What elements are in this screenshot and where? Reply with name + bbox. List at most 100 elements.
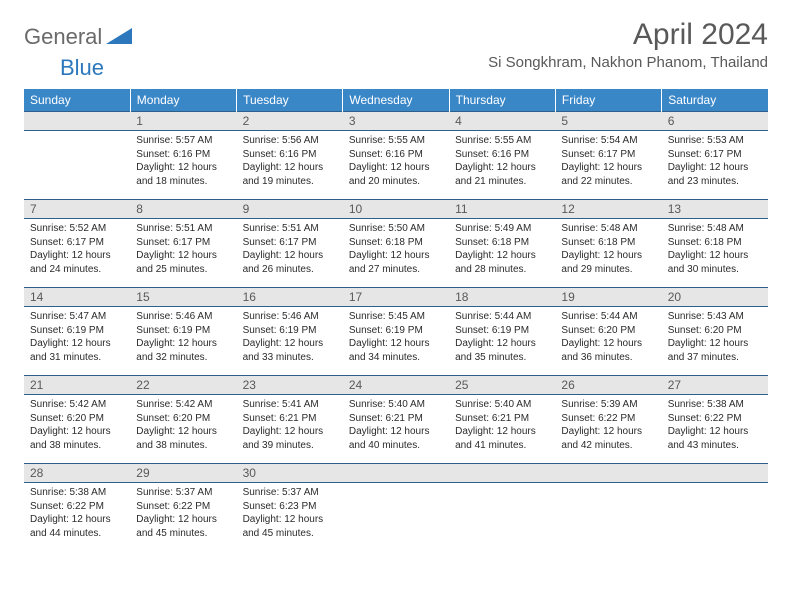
day-number: 23: [237, 376, 343, 395]
day-cell: 21Sunrise: 5:42 AMSunset: 6:20 PMDayligh…: [24, 376, 130, 464]
day-details: Sunrise: 5:38 AMSunset: 6:22 PMDaylight:…: [24, 483, 130, 552]
calendar-head: SundayMondayTuesdayWednesdayThursdayFrid…: [24, 89, 768, 112]
day-cell: 17Sunrise: 5:45 AMSunset: 6:19 PMDayligh…: [343, 288, 449, 376]
day-details: Sunrise: 5:48 AMSunset: 6:18 PMDaylight:…: [662, 219, 768, 287]
day-cell: 5Sunrise: 5:54 AMSunset: 6:17 PMDaylight…: [555, 112, 661, 200]
day-cell: 8Sunrise: 5:51 AMSunset: 6:17 PMDaylight…: [130, 200, 236, 288]
calendar-table: SundayMondayTuesdayWednesdayThursdayFrid…: [24, 89, 768, 552]
day-number: 10: [343, 200, 449, 219]
day-number: 21: [24, 376, 130, 395]
day-number: 3: [343, 112, 449, 131]
day-cell: 11Sunrise: 5:49 AMSunset: 6:18 PMDayligh…: [449, 200, 555, 288]
day-details: Sunrise: 5:47 AMSunset: 6:19 PMDaylight:…: [24, 307, 130, 375]
day-details: Sunrise: 5:55 AMSunset: 6:16 PMDaylight:…: [449, 131, 555, 199]
week-row: 28Sunrise: 5:38 AMSunset: 6:22 PMDayligh…: [24, 464, 768, 552]
day-cell: [343, 464, 449, 552]
day-cell: 1Sunrise: 5:57 AMSunset: 6:16 PMDaylight…: [130, 112, 236, 200]
day-details: Sunrise: 5:53 AMSunset: 6:17 PMDaylight:…: [662, 131, 768, 199]
day-number: 15: [130, 288, 236, 307]
weekday-header: Thursday: [449, 89, 555, 112]
day-cell: 9Sunrise: 5:51 AMSunset: 6:17 PMDaylight…: [237, 200, 343, 288]
day-details: Sunrise: 5:42 AMSunset: 6:20 PMDaylight:…: [24, 395, 130, 463]
day-details: Sunrise: 5:50 AMSunset: 6:18 PMDaylight:…: [343, 219, 449, 287]
day-cell: 12Sunrise: 5:48 AMSunset: 6:18 PMDayligh…: [555, 200, 661, 288]
day-number-empty: [343, 464, 449, 483]
month-title: April 2024: [488, 18, 768, 52]
day-details: Sunrise: 5:49 AMSunset: 6:18 PMDaylight:…: [449, 219, 555, 287]
day-number: 12: [555, 200, 661, 219]
day-number-empty: [555, 464, 661, 483]
week-row: 7Sunrise: 5:52 AMSunset: 6:17 PMDaylight…: [24, 200, 768, 288]
day-number: 4: [449, 112, 555, 131]
day-cell: 18Sunrise: 5:44 AMSunset: 6:19 PMDayligh…: [449, 288, 555, 376]
week-row: 1Sunrise: 5:57 AMSunset: 6:16 PMDaylight…: [24, 112, 768, 200]
day-number: 29: [130, 464, 236, 483]
day-number: 6: [662, 112, 768, 131]
day-number: 17: [343, 288, 449, 307]
day-number: 19: [555, 288, 661, 307]
day-details: Sunrise: 5:54 AMSunset: 6:17 PMDaylight:…: [555, 131, 661, 199]
day-cell: 16Sunrise: 5:46 AMSunset: 6:19 PMDayligh…: [237, 288, 343, 376]
day-details: Sunrise: 5:43 AMSunset: 6:20 PMDaylight:…: [662, 307, 768, 375]
day-details: Sunrise: 5:41 AMSunset: 6:21 PMDaylight:…: [237, 395, 343, 463]
day-cell: 19Sunrise: 5:44 AMSunset: 6:20 PMDayligh…: [555, 288, 661, 376]
day-number: 30: [237, 464, 343, 483]
weekday-header: Friday: [555, 89, 661, 112]
weekday-header: Saturday: [662, 89, 768, 112]
day-details: Sunrise: 5:39 AMSunset: 6:22 PMDaylight:…: [555, 395, 661, 463]
weekday-header: Monday: [130, 89, 236, 112]
day-number: 5: [555, 112, 661, 131]
day-details: Sunrise: 5:57 AMSunset: 6:16 PMDaylight:…: [130, 131, 236, 199]
weekday-header: Tuesday: [237, 89, 343, 112]
day-number-empty: [449, 464, 555, 483]
day-details: Sunrise: 5:44 AMSunset: 6:19 PMDaylight:…: [449, 307, 555, 375]
logo-text-general: General: [24, 24, 102, 50]
day-cell: 20Sunrise: 5:43 AMSunset: 6:20 PMDayligh…: [662, 288, 768, 376]
day-cell: 29Sunrise: 5:37 AMSunset: 6:22 PMDayligh…: [130, 464, 236, 552]
week-row: 21Sunrise: 5:42 AMSunset: 6:20 PMDayligh…: [24, 376, 768, 464]
day-details: Sunrise: 5:52 AMSunset: 6:17 PMDaylight:…: [24, 219, 130, 287]
day-number: 18: [449, 288, 555, 307]
day-cell: 2Sunrise: 5:56 AMSunset: 6:16 PMDaylight…: [237, 112, 343, 200]
day-cell: 13Sunrise: 5:48 AMSunset: 6:18 PMDayligh…: [662, 200, 768, 288]
day-cell: 10Sunrise: 5:50 AMSunset: 6:18 PMDayligh…: [343, 200, 449, 288]
day-cell: 23Sunrise: 5:41 AMSunset: 6:21 PMDayligh…: [237, 376, 343, 464]
day-details: Sunrise: 5:37 AMSunset: 6:22 PMDaylight:…: [130, 483, 236, 552]
weekday-header: Wednesday: [343, 89, 449, 112]
day-number: 7: [24, 200, 130, 219]
day-cell: 25Sunrise: 5:40 AMSunset: 6:21 PMDayligh…: [449, 376, 555, 464]
day-number: 16: [237, 288, 343, 307]
day-cell: [555, 464, 661, 552]
logo-triangle-icon: [106, 26, 132, 49]
day-number: 24: [343, 376, 449, 395]
title-block: April 2024 Si Songkhram, Nakhon Phanom, …: [488, 18, 768, 71]
logo: General: [24, 24, 132, 50]
day-number: 27: [662, 376, 768, 395]
day-number-empty: [24, 112, 130, 131]
day-cell: [24, 112, 130, 200]
day-details: Sunrise: 5:51 AMSunset: 6:17 PMDaylight:…: [130, 219, 236, 287]
day-cell: 15Sunrise: 5:46 AMSunset: 6:19 PMDayligh…: [130, 288, 236, 376]
day-number: 25: [449, 376, 555, 395]
day-number: 28: [24, 464, 130, 483]
day-cell: [662, 464, 768, 552]
day-details: Sunrise: 5:55 AMSunset: 6:16 PMDaylight:…: [343, 131, 449, 199]
day-details: Sunrise: 5:44 AMSunset: 6:20 PMDaylight:…: [555, 307, 661, 375]
location-text: Si Songkhram, Nakhon Phanom, Thailand: [488, 54, 768, 71]
day-cell: 14Sunrise: 5:47 AMSunset: 6:19 PMDayligh…: [24, 288, 130, 376]
day-cell: 27Sunrise: 5:38 AMSunset: 6:22 PMDayligh…: [662, 376, 768, 464]
day-details: Sunrise: 5:56 AMSunset: 6:16 PMDaylight:…: [237, 131, 343, 199]
calendar-body: 1Sunrise: 5:57 AMSunset: 6:16 PMDaylight…: [24, 112, 768, 552]
day-details: Sunrise: 5:40 AMSunset: 6:21 PMDaylight:…: [449, 395, 555, 463]
day-cell: 7Sunrise: 5:52 AMSunset: 6:17 PMDaylight…: [24, 200, 130, 288]
day-cell: 4Sunrise: 5:55 AMSunset: 6:16 PMDaylight…: [449, 112, 555, 200]
day-details: Sunrise: 5:42 AMSunset: 6:20 PMDaylight:…: [130, 395, 236, 463]
day-details: Sunrise: 5:40 AMSunset: 6:21 PMDaylight:…: [343, 395, 449, 463]
day-cell: [449, 464, 555, 552]
day-details: Sunrise: 5:48 AMSunset: 6:18 PMDaylight:…: [555, 219, 661, 287]
day-number: 2: [237, 112, 343, 131]
day-number: 26: [555, 376, 661, 395]
day-cell: 28Sunrise: 5:38 AMSunset: 6:22 PMDayligh…: [24, 464, 130, 552]
day-number-empty: [662, 464, 768, 483]
day-number: 9: [237, 200, 343, 219]
